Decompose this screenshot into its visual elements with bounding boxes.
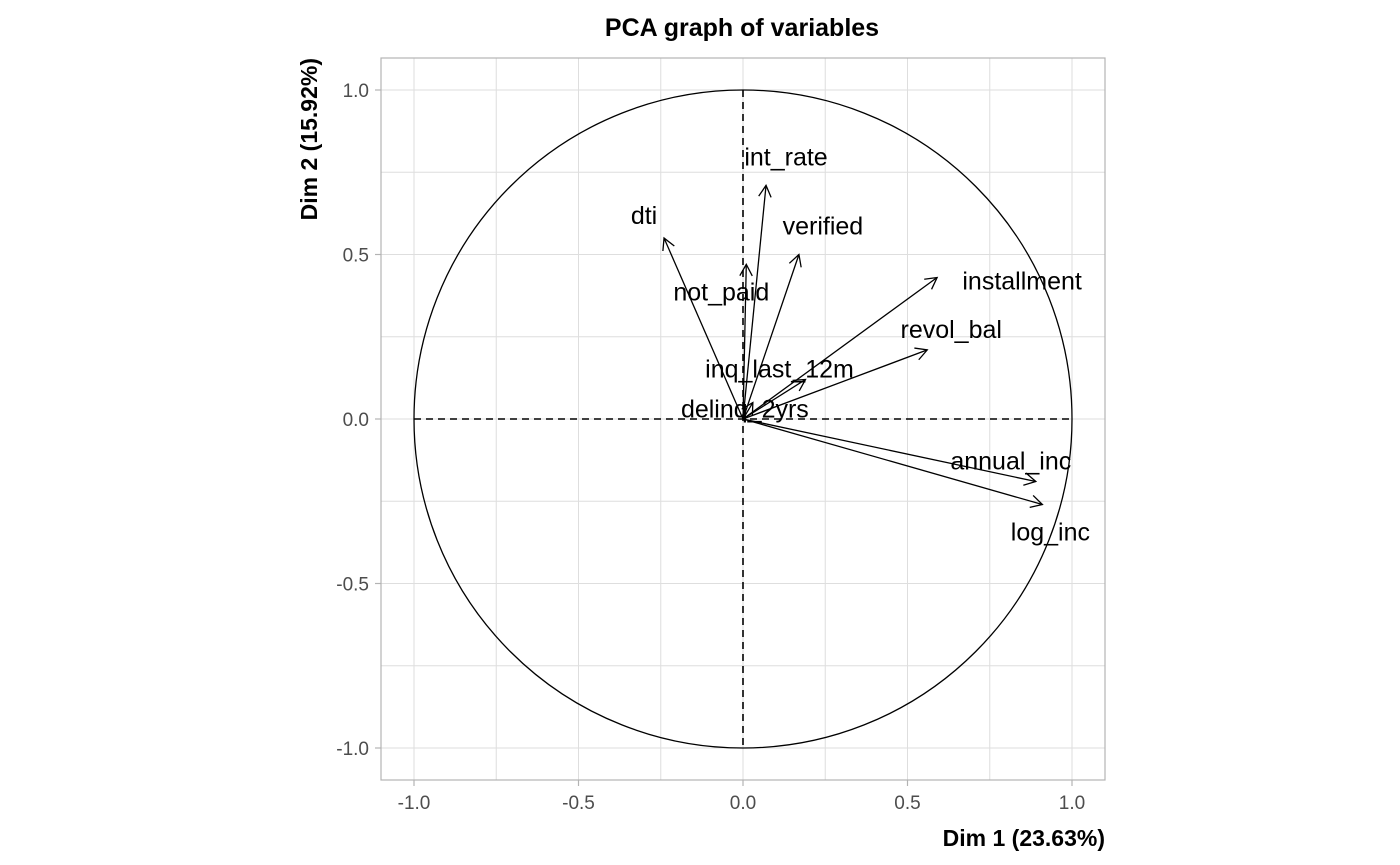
arrow-installment bbox=[742, 277, 938, 420]
arrowhead-log-inc bbox=[1029, 494, 1044, 509]
x-tick-label: -0.5 bbox=[562, 793, 595, 814]
label-delinq-2yrs: delinq_2yrs bbox=[681, 396, 809, 424]
x-tick-label: 0.0 bbox=[730, 793, 756, 814]
y-tick-label: -1.0 bbox=[336, 739, 369, 760]
label-int-rate: int_rate bbox=[744, 143, 827, 171]
arrowhead-dti bbox=[662, 236, 675, 252]
y-tick-label: 0.0 bbox=[343, 410, 369, 431]
x-tick-label: 1.0 bbox=[1059, 793, 1085, 814]
label-log-inc: log_inc bbox=[1011, 519, 1090, 547]
arrow-annual-inc bbox=[742, 418, 1036, 483]
arrowhead-installment bbox=[924, 276, 939, 290]
label-revol-bal: revol_bal bbox=[901, 316, 1002, 344]
arrow-verified bbox=[742, 254, 800, 420]
arrow-dti bbox=[663, 237, 744, 420]
chart-title: PCA graph of variables bbox=[605, 14, 879, 42]
arrow-revol-bal bbox=[742, 349, 928, 420]
unit-circle bbox=[413, 89, 1073, 749]
arrow-delinq-2yrs bbox=[742, 402, 754, 420]
arrowhead-not-paid bbox=[739, 263, 753, 277]
y-axis-title: Dim 2 (15.92%) bbox=[296, 58, 322, 220]
x-tick-label: -1.0 bbox=[398, 793, 431, 814]
label-verified: verified bbox=[783, 213, 864, 241]
x-axis-title: Dim 1 (23.63%) bbox=[943, 825, 1105, 851]
arrowhead-revol-bal bbox=[914, 347, 929, 361]
arrow-int-rate bbox=[742, 185, 767, 420]
x-tick-label: 0.5 bbox=[894, 793, 920, 814]
arrow-inq-last-12m bbox=[742, 378, 806, 420]
label-annual-inc: annual_inc bbox=[950, 448, 1071, 476]
arrowhead-int-rate bbox=[758, 184, 772, 198]
label-dti: dti bbox=[631, 202, 657, 230]
label-not-paid: not_paid bbox=[673, 278, 769, 306]
arrow-not-paid bbox=[742, 264, 747, 420]
label-installment: installment bbox=[962, 268, 1082, 296]
label-inq-last-12m: inq_last_12m bbox=[705, 356, 854, 384]
arrowhead-annual-inc bbox=[1023, 472, 1038, 486]
arrowhead-delinq-2yrs bbox=[741, 401, 754, 416]
axes: -1.0 -0.5 0.0 0.5 1.0 -1.0 -0.5 0.0 0.5 1.0 bbox=[336, 57, 1106, 814]
y-tick-label: 0.5 bbox=[343, 246, 369, 267]
y-tick-label: -0.5 bbox=[336, 575, 369, 596]
variable-arrows bbox=[662, 184, 1044, 509]
arrowhead-inq-last-12m bbox=[792, 378, 807, 392]
arrowhead-verified bbox=[788, 253, 802, 268]
arrow-log-inc bbox=[742, 418, 1043, 506]
y-tick-label: 1.0 bbox=[343, 81, 369, 102]
correlation-circle bbox=[413, 89, 1073, 749]
